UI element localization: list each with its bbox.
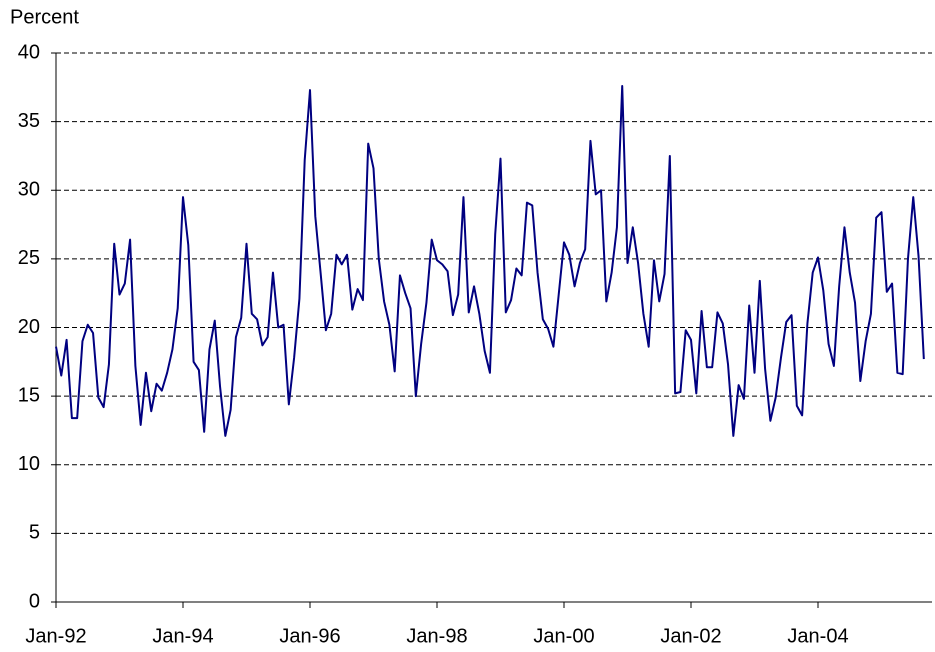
y-tick-label: 20 — [18, 316, 40, 338]
y-tick-label: 35 — [18, 110, 40, 132]
y-tick-label: 30 — [18, 179, 40, 201]
x-tick-label: Jan-94 — [152, 625, 213, 647]
y-tick-label: 15 — [18, 384, 40, 406]
x-tick-label: Jan-00 — [533, 625, 594, 647]
y-tick-label: 25 — [18, 247, 40, 269]
x-tick-label: Jan-92 — [25, 625, 86, 647]
data-line — [55, 84, 925, 437]
y-tick-label: 5 — [29, 522, 40, 544]
x-tick-label: Jan-04 — [787, 625, 848, 647]
x-tick-label: Jan-02 — [660, 625, 721, 647]
x-tick-label: Jan-96 — [279, 625, 340, 647]
y-axis-label: Percent — [10, 6, 79, 28]
y-tick-label: 10 — [18, 453, 40, 475]
y-tick-label: 0 — [29, 590, 40, 612]
y-tick-label: 40 — [18, 41, 40, 63]
x-tick-label: Jan-98 — [406, 625, 467, 647]
